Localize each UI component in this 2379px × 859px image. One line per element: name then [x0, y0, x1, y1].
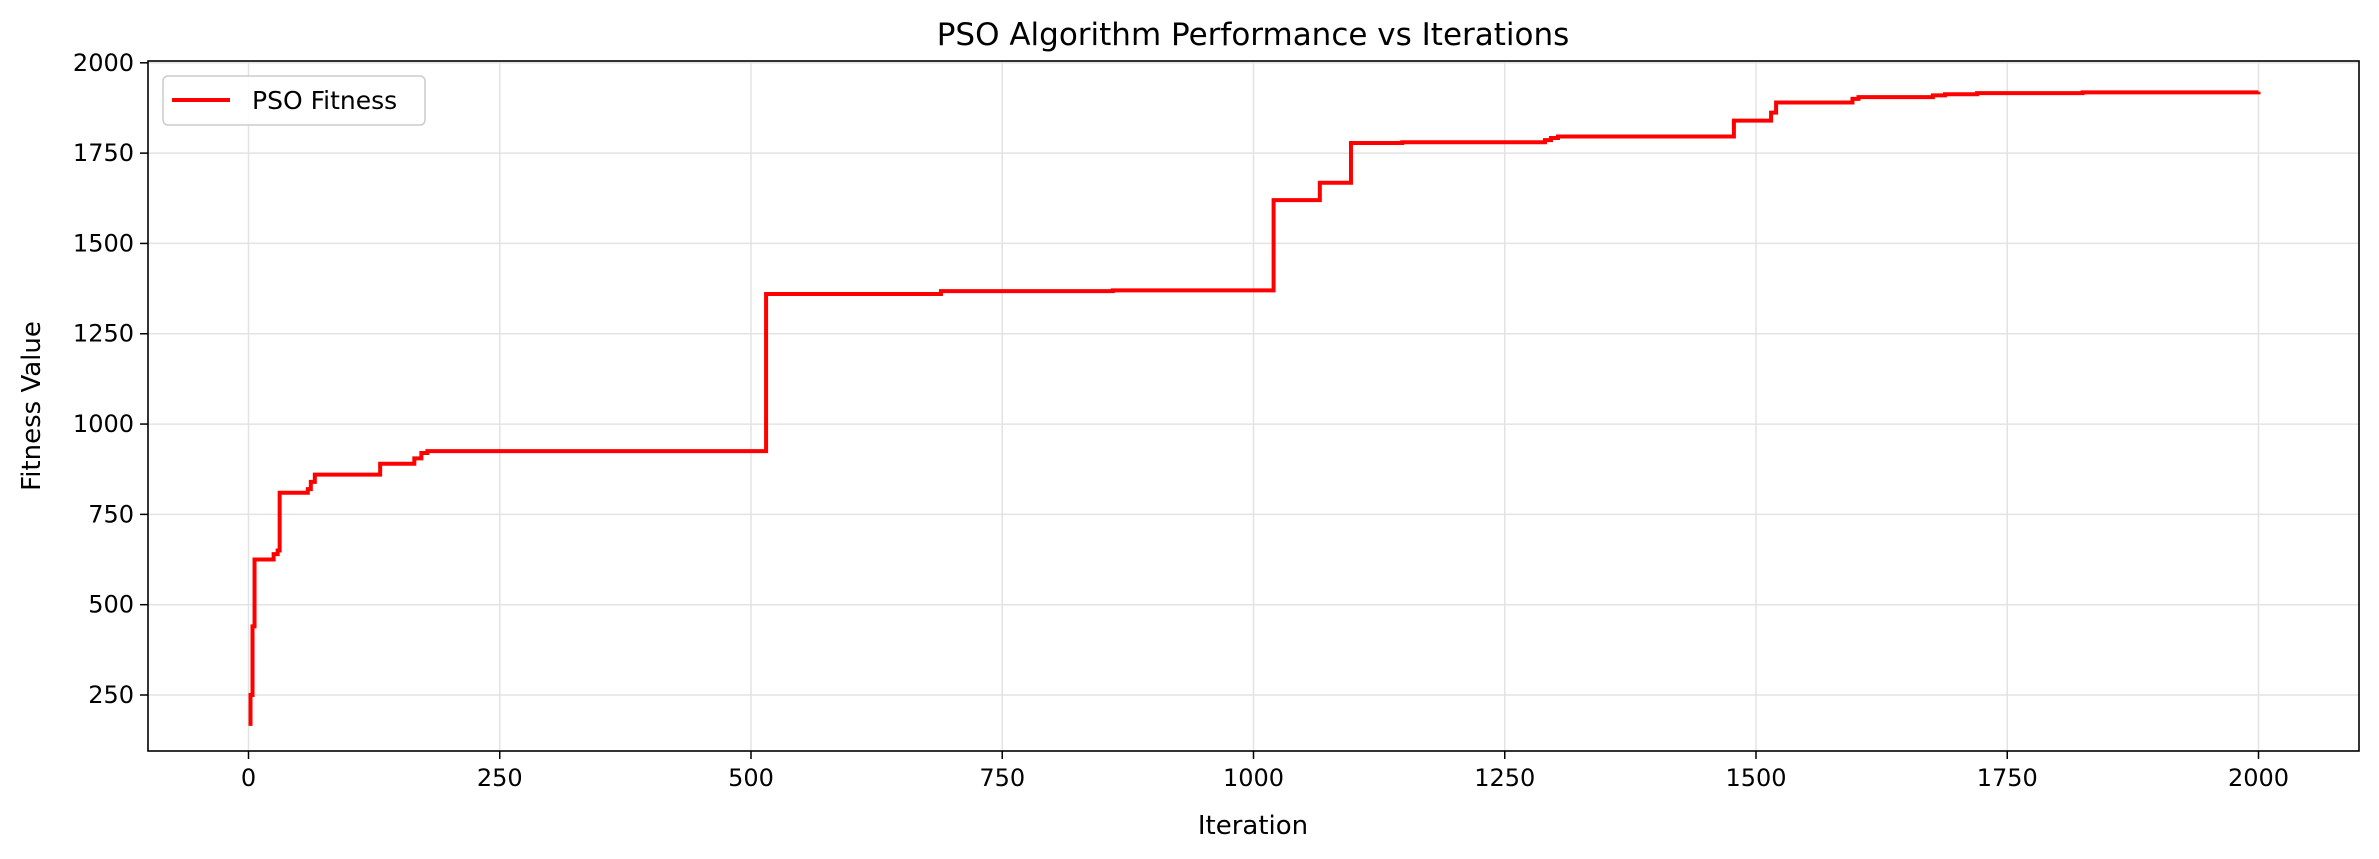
x-tick-label: 750: [979, 764, 1025, 792]
x-tick-label: 1250: [1474, 764, 1535, 792]
y-axis-label: Fitness Value: [17, 321, 47, 491]
y-tick-label: 1500: [73, 229, 134, 257]
ticks: 0 250 500 750 1000 1250 1500 1750 2000 250 500 750 1…: [73, 49, 2289, 792]
x-tick-label: 1750: [1977, 764, 2038, 792]
y-tick-label: 1000: [73, 410, 134, 438]
x-tick-label: 1500: [1725, 764, 1786, 792]
y-tick-label: 2000: [73, 49, 134, 77]
x-tick-label: 1000: [1223, 764, 1284, 792]
legend-box: [162, 75, 426, 126]
y-tick-label: 250: [88, 681, 134, 709]
series-line-pso-fitness: [248, 90, 2261, 726]
y-tick-label: 1250: [73, 320, 134, 348]
y-tick-label: 750: [88, 500, 134, 528]
series-layer: [248, 90, 2261, 726]
x-axis-label: Iteration: [1198, 811, 1308, 841]
x-tick-label: 500: [728, 764, 774, 792]
x-tick-label: 250: [477, 764, 523, 792]
y-tick-label: 500: [88, 591, 134, 619]
legend-label: PSO Fitness: [252, 86, 397, 115]
x-tick-label: 0: [241, 764, 256, 792]
grid: [148, 61, 2359, 751]
legend: PSO Fitness: [162, 75, 426, 126]
y-tick-label: 1750: [73, 139, 134, 167]
chart-title: PSO Algorithm Performance vs Iterations: [937, 17, 1570, 53]
x-tick-label: 2000: [2228, 764, 2289, 792]
